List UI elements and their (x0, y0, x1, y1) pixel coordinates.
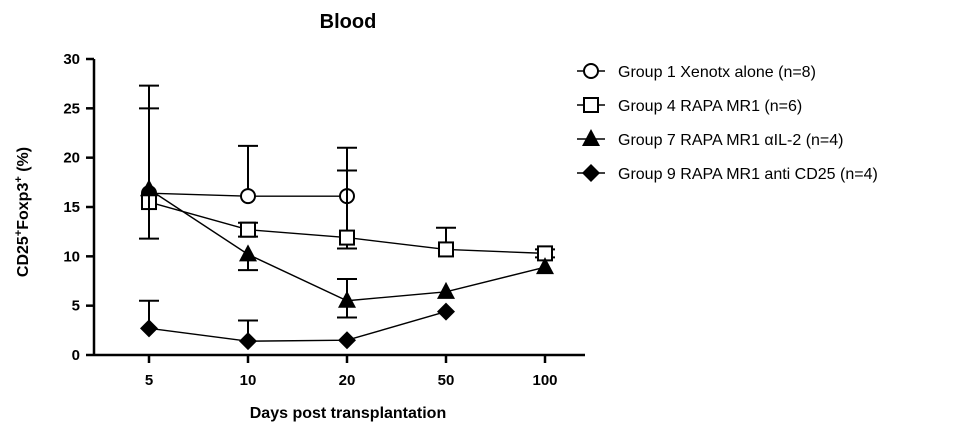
data-point-triangle (437, 281, 455, 299)
data-point-triangle (536, 257, 554, 275)
x-tick-label: 100 (532, 372, 557, 389)
series-2 (139, 107, 555, 262)
x-tick-label: 50 (438, 372, 455, 389)
series-1 (141, 144, 357, 205)
data-point-diamond (338, 331, 356, 350)
data-point-triangle (582, 129, 600, 146)
data-point-diamond (140, 319, 158, 338)
data-point-diamond (239, 332, 257, 351)
data-point-square (438, 241, 454, 258)
y-tick-label: 30 (63, 51, 80, 68)
data-point-square (240, 221, 256, 238)
x-tick-label: 10 (240, 372, 257, 389)
legend-label: Group 1 Xenotx alone (n=8) (618, 64, 816, 81)
data-point-triangle (338, 290, 356, 308)
data-point-circle (240, 188, 256, 205)
x-axis-label: Days post transplantation (250, 405, 446, 422)
axes: 0 5 10 15 20 25 30 5 10 20 50 100 (63, 51, 585, 389)
y-axis-label: CD25+Foxp3+ (%) (13, 147, 32, 277)
y-tick-label: 25 (63, 100, 80, 117)
series-layer (139, 84, 555, 351)
series-4 (139, 299, 455, 351)
data-point-circle (583, 63, 599, 79)
data-point-triangle (140, 179, 158, 197)
legend-item-2: Group 4 RAPA MR1 (n=6) (577, 97, 802, 115)
data-point-diamond (437, 302, 455, 321)
series-line (148, 310, 447, 342)
data-point-triangle (239, 244, 257, 262)
legend-item-3: Group 7 RAPA MR1 αIL-2 (n=4) (577, 129, 844, 149)
legend-item-4: Group 9 RAPA MR1 anti CD25 (n=4) (577, 164, 878, 183)
x-tick-label: 20 (339, 372, 356, 389)
data-point-diamond (582, 164, 600, 182)
y-tick-label: 20 (63, 150, 80, 167)
y-tick-label: 0 (72, 347, 80, 364)
y-tick-label: 15 (63, 199, 80, 216)
y-tick-label: 10 (63, 248, 80, 265)
legend: Group 1 Xenotx alone (n=8) Group 4 RAPA M… (577, 63, 878, 183)
legend-label: Group 7 RAPA MR1 αIL-2 (n=4) (618, 132, 844, 149)
legend-item-1: Group 1 Xenotx alone (n=8) (577, 63, 816, 81)
y-tick-label: 5 (72, 298, 80, 315)
series-3 (139, 84, 554, 319)
data-point-square (339, 229, 355, 246)
data-point-square (583, 97, 599, 113)
legend-label: Group 9 RAPA MR1 anti CD25 (n=4) (618, 166, 878, 183)
chart-title: Blood (320, 11, 377, 33)
legend-label: Group 4 RAPA MR1 (n=6) (618, 98, 802, 115)
x-tick-label: 5 (145, 372, 153, 389)
